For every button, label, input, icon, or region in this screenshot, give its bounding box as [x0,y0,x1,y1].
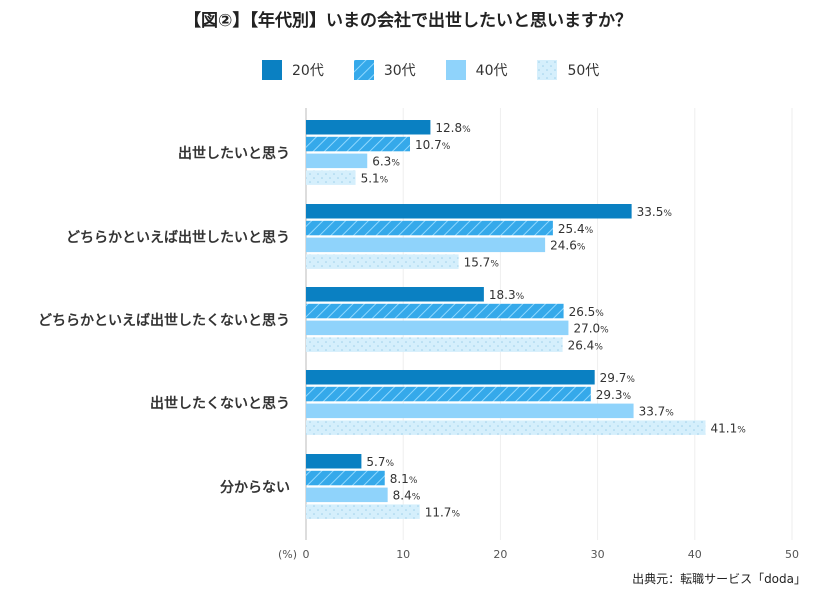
data-label: 18.3% [489,288,525,302]
data-label: 33.5% [637,205,673,219]
bar [306,370,595,385]
legend-label: 40代 [475,63,508,79]
bar [306,454,362,469]
bar [306,386,591,402]
category-label: 出世したくないと思う [150,395,290,412]
source-note: 出典元：転職サービス「doda」 [632,572,806,586]
bar [306,420,706,435]
category-label: どちらかといえば出世したくないと思う [38,312,290,329]
bar [306,487,388,503]
x-tick-label: 20 [493,548,507,561]
data-label: 26.4% [568,338,604,352]
data-label: 5.7% [366,455,394,469]
bar [306,204,632,219]
legend-swatch [262,60,282,80]
data-label: 15.7% [464,255,500,269]
category-label: 出世したいと思う [178,145,290,162]
data-label: 5.1% [361,171,389,185]
legend-item: 40代 [445,60,508,80]
x-tick-label: 10 [396,548,410,561]
bar [306,303,564,319]
x-axis-label: (%) [278,548,297,561]
legend: 20代 30代 40代 50代 [262,60,599,80]
chart-title: 【図②】【年代別】いまの会社で出世したいと思いますか？ [184,11,632,31]
legend-label: 30代 [383,63,416,79]
data-label: 10.7% [415,138,451,152]
data-label: 6.3% [372,155,400,169]
x-tick-label: 50 [785,548,799,561]
data-label: 27.0% [573,322,609,336]
bar [306,320,569,336]
data-label: 12.8% [435,121,471,135]
data-label: 8.1% [390,472,418,486]
bar [306,403,634,419]
legend-label: 20代 [292,63,324,79]
bar [306,153,368,169]
bar [306,287,484,302]
category-label: 分からない [220,480,290,496]
data-label: 26.5% [569,305,605,319]
bar [306,220,553,236]
data-label: 8.4% [393,489,421,503]
legend-item: 50代 [537,60,599,80]
data-label: 11.7% [425,505,461,519]
bar [306,237,546,253]
legend-label: 50代 [567,63,600,79]
bar [306,470,385,486]
x-tick-label: 0 [303,548,310,561]
legend-swatch [353,60,374,80]
data-label: 24.6% [550,239,586,253]
data-label: 25.4% [558,222,594,236]
legend-swatch [537,60,558,80]
data-label: 29.3% [596,388,632,402]
bar [306,254,459,269]
bar [306,170,356,185]
x-tick-label: 40 [688,548,702,561]
data-label: 33.7% [639,405,675,419]
data-label: 29.7% [600,371,636,385]
legend-swatch [445,60,466,80]
legend-item: 20代 [262,60,324,80]
bar [306,120,431,135]
legend-item: 30代 [353,60,416,80]
bar [306,136,411,152]
data-label: 41.1% [710,421,746,435]
bar [306,504,420,519]
x-tick-label: 30 [591,548,605,561]
bar [306,337,563,352]
category-label: どちらかといえば出世したいと思う [66,229,290,246]
